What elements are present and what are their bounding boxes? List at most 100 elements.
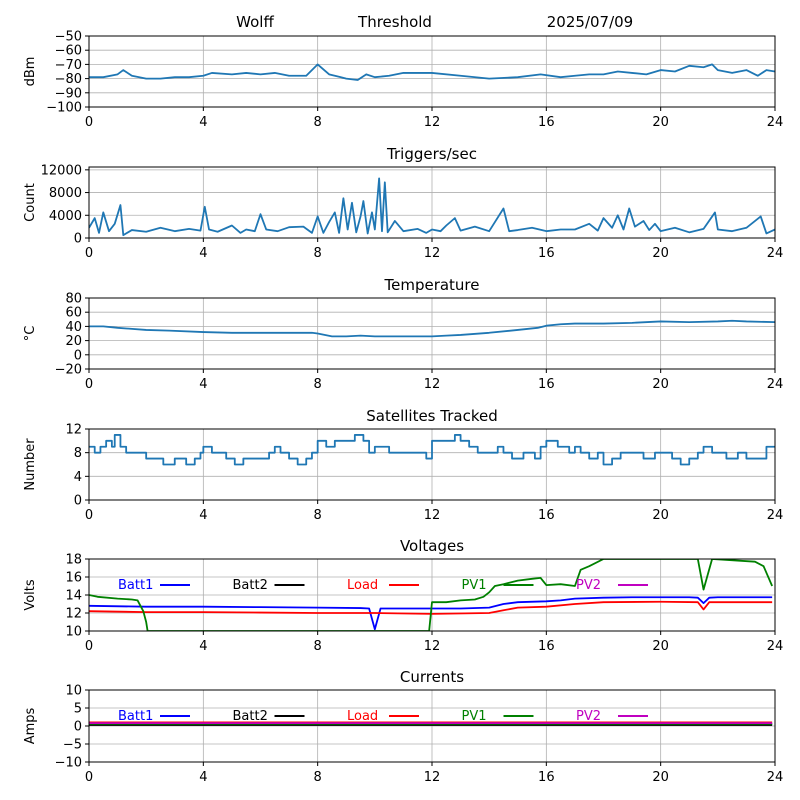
legend-label-pv1: PV1 [462, 578, 487, 593]
y-tick-label: −70 [55, 58, 82, 73]
y-tick-label: 18 [65, 553, 82, 568]
x-tick-label: 16 [538, 639, 555, 654]
x-tick-label: 8 [314, 508, 322, 523]
x-tick-label: 12 [424, 115, 441, 130]
y-tick-label: −20 [55, 363, 82, 378]
x-tick-label: 20 [652, 770, 669, 785]
y-axis-label: Number [23, 438, 38, 491]
x-tick-label: 20 [652, 639, 669, 654]
plot-area [89, 177, 775, 237]
y-axis-label: °C [23, 326, 38, 342]
x-tick-label: 4 [199, 508, 207, 523]
legend-label-load: Load [347, 578, 378, 593]
y-tick-label: −10 [55, 756, 82, 771]
y-tick-label: 0 [74, 720, 82, 735]
y-tick-label: 16 [65, 571, 82, 586]
panel-voltages: 0 4 8 12 16 20 24 10 12 14 16 18 Voltages Volts Batt1 B… [23, 537, 783, 654]
x-tick-label: 0 [85, 377, 93, 392]
x-tick-label: 12 [424, 639, 441, 654]
panel-signal: 0 4 8 12 16 20 24 −100−90−80−70−60−50 dBm [23, 30, 783, 131]
plot-area [89, 319, 775, 338]
series-line-triggers [89, 177, 775, 237]
plot-area [89, 721, 773, 726]
y-tick-label: 40 [65, 320, 82, 335]
y-tick-label: 4 [74, 470, 82, 485]
y-tick-label: 12 [65, 607, 82, 622]
x-tick-label: 8 [314, 770, 322, 785]
x-tick-label: 20 [652, 115, 669, 130]
plot-area [89, 434, 775, 466]
x-tick-label: 4 [199, 377, 207, 392]
series-line-load [89, 600, 773, 615]
x-tick-label: 4 [199, 770, 207, 785]
x-tick-label: 12 [424, 246, 441, 261]
legend-label-pv2: PV2 [576, 578, 601, 593]
y-tick-label: −60 [55, 44, 82, 59]
panel-title: Temperature [383, 276, 479, 294]
x-tick-label: 24 [767, 246, 784, 261]
x-tick-label: 4 [199, 246, 207, 261]
legend-label-pv2: PV2 [576, 709, 601, 724]
x-tick-label: 24 [767, 115, 784, 130]
x-tick-label: 0 [85, 770, 93, 785]
x-tick-label: 16 [538, 508, 555, 523]
x-tick-label: 16 [538, 246, 555, 261]
y-tick-label: −50 [55, 30, 82, 45]
legend-label-batt1: Batt1 [118, 578, 153, 593]
y-tick-label: 60 [65, 306, 82, 321]
y-tick-label: 14 [65, 589, 82, 604]
panel-title: Satellites Tracked [366, 407, 497, 425]
x-tick-label: 0 [85, 115, 93, 130]
y-axis-label: dBm [23, 57, 38, 87]
y-tick-label: 12 [65, 423, 82, 438]
y-tick-label: 12000 [41, 163, 82, 178]
y-tick-label: −90 [55, 86, 82, 101]
y-tick-label: −5 [63, 738, 82, 753]
x-tick-label: 12 [424, 508, 441, 523]
panel-title: Currents [400, 668, 464, 686]
series-line-temperature [89, 319, 775, 338]
y-tick-label: 8000 [49, 186, 82, 201]
x-tick-label: 12 [424, 377, 441, 392]
legend-label-batt2: Batt2 [233, 578, 268, 593]
legend-label-batt1: Batt1 [118, 709, 153, 724]
x-tick-label: 8 [314, 377, 322, 392]
x-tick-label: 4 [199, 639, 207, 654]
y-tick-label: 0 [74, 348, 82, 363]
x-tick-label: 4 [199, 115, 207, 130]
x-tick-label: 0 [85, 639, 93, 654]
x-tick-label: 24 [767, 770, 784, 785]
panel-title: Voltages [400, 537, 464, 555]
x-tick-label: 24 [767, 377, 784, 392]
series-line-pv1 [89, 559, 773, 631]
x-tick-label: 24 [767, 508, 784, 523]
header-mode: Threshold [357, 13, 432, 31]
header-site: Wolff [236, 13, 274, 31]
x-tick-label: 12 [424, 770, 441, 785]
x-tick-label: 16 [538, 770, 555, 785]
x-tick-label: 20 [652, 246, 669, 261]
y-tick-label: 0 [74, 232, 82, 247]
plot-area [89, 63, 775, 81]
x-tick-label: 20 [652, 377, 669, 392]
y-tick-label: 10 [65, 625, 82, 640]
y-axis-label: Volts [23, 579, 38, 611]
y-axis-label: Amps [23, 707, 38, 744]
panel-title: Triggers/sec [386, 145, 477, 163]
panel-satellites: 0 4 8 12 16 20 24 0 4 8 12 Satellites Tracked Number [23, 407, 783, 523]
x-tick-label: 8 [314, 115, 322, 130]
x-tick-label: 8 [314, 639, 322, 654]
y-tick-label: 0 [74, 494, 82, 509]
panel-currents: 0 4 8 12 16 20 24 −10 −5 0 5 10 Currents Amps Batt1 Bat… [23, 668, 783, 785]
series-line-satellites [89, 434, 775, 466]
legend-label-pv1: PV1 [462, 709, 487, 724]
x-tick-label: 0 [85, 508, 93, 523]
x-tick-label: 16 [538, 115, 555, 130]
x-tick-label: 0 [85, 246, 93, 261]
y-tick-label: 80 [65, 292, 82, 307]
plot-area [89, 559, 773, 631]
y-tick-label: 20 [65, 334, 82, 349]
y-tick-label: 5 [74, 702, 82, 717]
